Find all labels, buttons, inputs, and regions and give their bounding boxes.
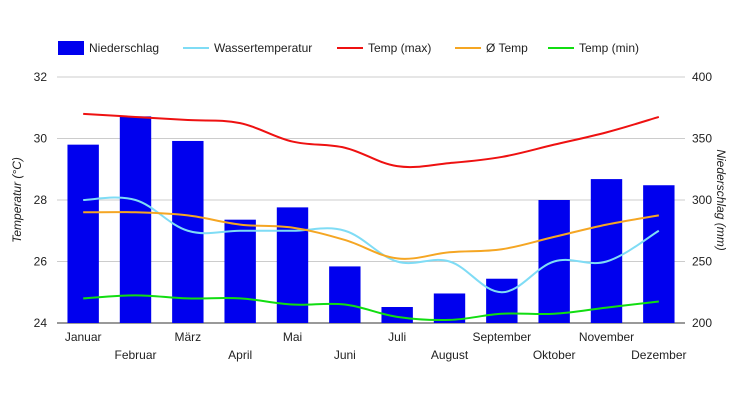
right-tick-label: 200 bbox=[692, 316, 712, 330]
right-tick-label: 350 bbox=[692, 132, 712, 146]
x-axis-ticks: Januar Februar März April Mai Juni Juli AugustS… bbox=[65, 330, 687, 362]
x-tick-label: Juni bbox=[334, 348, 356, 362]
precip-bar bbox=[67, 144, 99, 323]
x-tick-label: Februar bbox=[114, 348, 156, 362]
x-tick-label: Januar bbox=[65, 330, 102, 344]
legend-label: Temp (min) bbox=[579, 41, 639, 55]
left-tick-label: 26 bbox=[34, 255, 48, 269]
precip-bar bbox=[643, 185, 675, 323]
x-tick-label: Dezember bbox=[631, 348, 686, 362]
left-tick-label: 24 bbox=[34, 316, 48, 330]
left-tick-label: 32 bbox=[34, 70, 48, 84]
temperature-lines bbox=[83, 112, 660, 322]
precip-bar bbox=[381, 307, 413, 323]
right-tick-label: 250 bbox=[692, 255, 712, 269]
x-tick-label: Mai bbox=[283, 330, 302, 344]
left-tick-label: 30 bbox=[34, 132, 48, 146]
x-tick-label: August bbox=[431, 348, 469, 362]
left-axis-title: Temperatur (°C) bbox=[10, 157, 24, 243]
left-tick-label: 28 bbox=[34, 193, 48, 207]
series-line-1 bbox=[83, 112, 660, 169]
legend: Niederschlag Wassertemperatur Temp (max) Ø … bbox=[58, 41, 639, 55]
legend-label: Niederschlag bbox=[89, 41, 159, 55]
precip-bar bbox=[224, 219, 256, 323]
x-tick-label: März bbox=[174, 330, 201, 344]
right-axis-ticks: 200 250 300 350 400 bbox=[692, 70, 712, 330]
legend-label: Temp (max) bbox=[368, 41, 431, 55]
precip-bar bbox=[119, 116, 152, 323]
precip-bar bbox=[433, 293, 466, 323]
left-axis-ticks: 24 26 28 30 32 bbox=[34, 70, 48, 330]
precip-bar bbox=[486, 278, 518, 323]
legend-label: Ø Temp bbox=[486, 41, 528, 55]
x-tick-label: November bbox=[579, 330, 634, 344]
x-tick-label: Juli bbox=[388, 330, 406, 344]
right-axis-title: Niederschlag (mm) bbox=[714, 149, 728, 250]
series-line-2 bbox=[83, 211, 660, 260]
legend-swatch bbox=[58, 41, 84, 55]
precip-bar bbox=[329, 266, 361, 323]
series-line-3 bbox=[83, 294, 659, 322]
precip-bar bbox=[590, 179, 623, 323]
legend-label: Wassertemperatur bbox=[214, 41, 312, 55]
x-tick-label: Oktober bbox=[533, 348, 576, 362]
x-tick-label: April bbox=[228, 348, 252, 362]
series-line-0 bbox=[83, 196, 660, 294]
right-tick-label: 300 bbox=[692, 193, 712, 207]
x-tick-label: September bbox=[472, 330, 531, 344]
right-tick-label: 400 bbox=[692, 70, 712, 84]
precipitation-bars bbox=[67, 116, 675, 323]
